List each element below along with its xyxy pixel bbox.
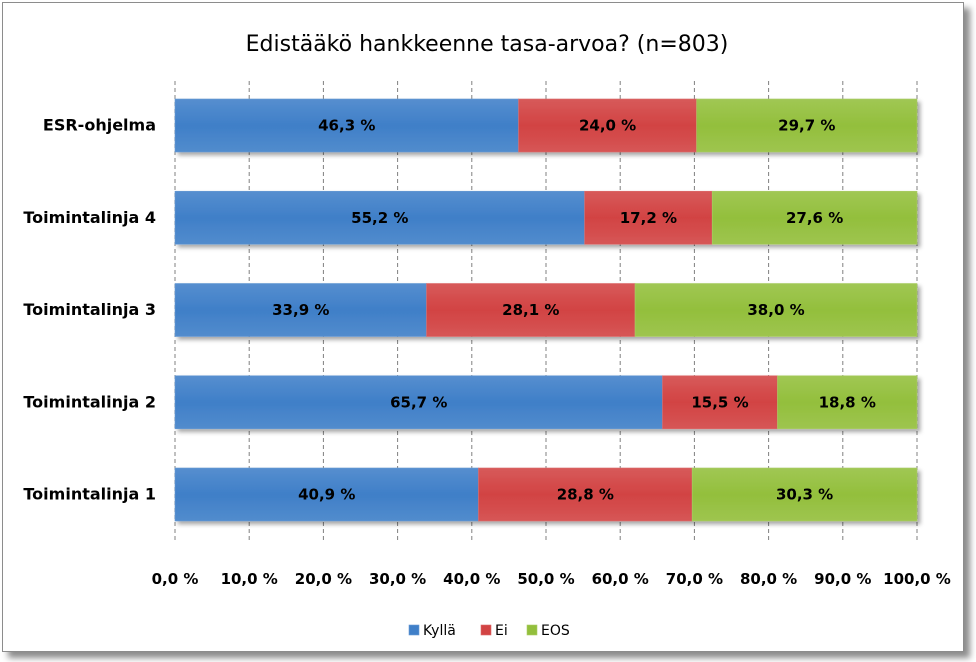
x-tick-label: 70,0 % bbox=[666, 570, 723, 588]
bar-segment bbox=[711, 190, 918, 245]
data-label: 27,6 % bbox=[786, 209, 843, 227]
x-tick-label: 20,0 % bbox=[295, 570, 352, 588]
data-label: 33,9 % bbox=[272, 301, 329, 319]
data-label: 46,3 % bbox=[318, 117, 375, 135]
x-tick-label: 10,0 % bbox=[221, 570, 278, 588]
x-tick-label: 80,0 % bbox=[740, 570, 797, 588]
legend-label: Ei bbox=[495, 623, 508, 639]
bar-segment bbox=[478, 467, 693, 522]
bar-segment bbox=[174, 375, 663, 430]
chart-canvas: Edistääkö hankkeenne tasa-arvoa? (n=803)… bbox=[23, 32, 951, 639]
bar-segment bbox=[691, 467, 918, 522]
category-label: Toimintalinja 2 bbox=[23, 392, 156, 411]
bar-row bbox=[174, 98, 918, 153]
bar-segment bbox=[634, 283, 918, 337]
chart-frame: Edistääkö hankkeenne tasa-arvoa? (n=803)… bbox=[2, 2, 964, 652]
bar-segment bbox=[696, 98, 918, 153]
bar-segment bbox=[174, 283, 427, 337]
x-axis-tick-labels: 0,0 % 10,0 % 20,0 % 30,0 % 40,0 % 50,0 % 60,0 … bbox=[152, 570, 951, 588]
data-label: 30,3 % bbox=[776, 486, 833, 504]
legend-item: EOS bbox=[526, 623, 570, 639]
legend-item: Ei bbox=[480, 623, 508, 639]
data-label: 28,8 % bbox=[557, 486, 614, 504]
legend-swatch bbox=[408, 624, 420, 636]
legend-swatch bbox=[526, 624, 538, 636]
x-tick-label: 50,0 % bbox=[517, 570, 574, 588]
legend-label: Kyllä bbox=[423, 623, 456, 639]
data-label: 28,1 % bbox=[502, 301, 559, 319]
legend: Kyllä Ei EOS bbox=[408, 623, 570, 639]
bars: 46,3 % 24,0 % 29,7 % 55,2 % 17,2 % 27,6 % 33,9… bbox=[174, 98, 918, 522]
bar-segment bbox=[777, 375, 918, 430]
bar-row bbox=[174, 375, 918, 430]
data-label: 29,7 % bbox=[778, 117, 835, 135]
bar-row bbox=[174, 283, 918, 337]
category-label: ESR-ohjelma bbox=[43, 116, 156, 135]
bar-segment bbox=[662, 375, 778, 430]
data-label: 17,2 % bbox=[620, 209, 677, 227]
category-labels: ESR-ohjelma Toimintalinja 4 Toimintalinja … bbox=[23, 116, 156, 504]
category-label: Toimintalinja 1 bbox=[23, 485, 156, 504]
bar-segment bbox=[174, 190, 585, 245]
data-label: 18,8 % bbox=[819, 393, 876, 411]
bar-row bbox=[174, 467, 918, 522]
data-label: 38,0 % bbox=[747, 301, 804, 319]
data-label: 55,2 % bbox=[351, 209, 408, 227]
category-label: Toimintalinja 4 bbox=[23, 208, 156, 227]
data-label: 40,9 % bbox=[298, 486, 355, 504]
data-label: 65,7 % bbox=[390, 393, 447, 411]
bar-row bbox=[174, 190, 918, 245]
bar-segment bbox=[174, 467, 479, 522]
data-label: 24,0 % bbox=[579, 117, 636, 135]
bar-segment bbox=[584, 190, 713, 245]
legend-label: EOS bbox=[541, 623, 570, 639]
x-tick-label: 30,0 % bbox=[369, 570, 426, 588]
x-tick-label: 40,0 % bbox=[443, 570, 500, 588]
legend-item: Kyllä bbox=[408, 623, 456, 639]
bar-segment bbox=[518, 98, 697, 153]
category-label: Toimintalinja 3 bbox=[23, 300, 156, 319]
x-tick-label: 90,0 % bbox=[814, 570, 871, 588]
x-tick-label: 0,0 % bbox=[152, 570, 199, 588]
legend-swatch bbox=[480, 624, 492, 636]
x-tick-label: 60,0 % bbox=[592, 570, 649, 588]
chart-title: Edistääkö hankkeenne tasa-arvoa? (n=803) bbox=[246, 32, 729, 57]
bar-segment bbox=[174, 98, 519, 153]
data-label: 15,5 % bbox=[691, 393, 748, 411]
x-tick-label: 100,0 % bbox=[883, 570, 951, 588]
